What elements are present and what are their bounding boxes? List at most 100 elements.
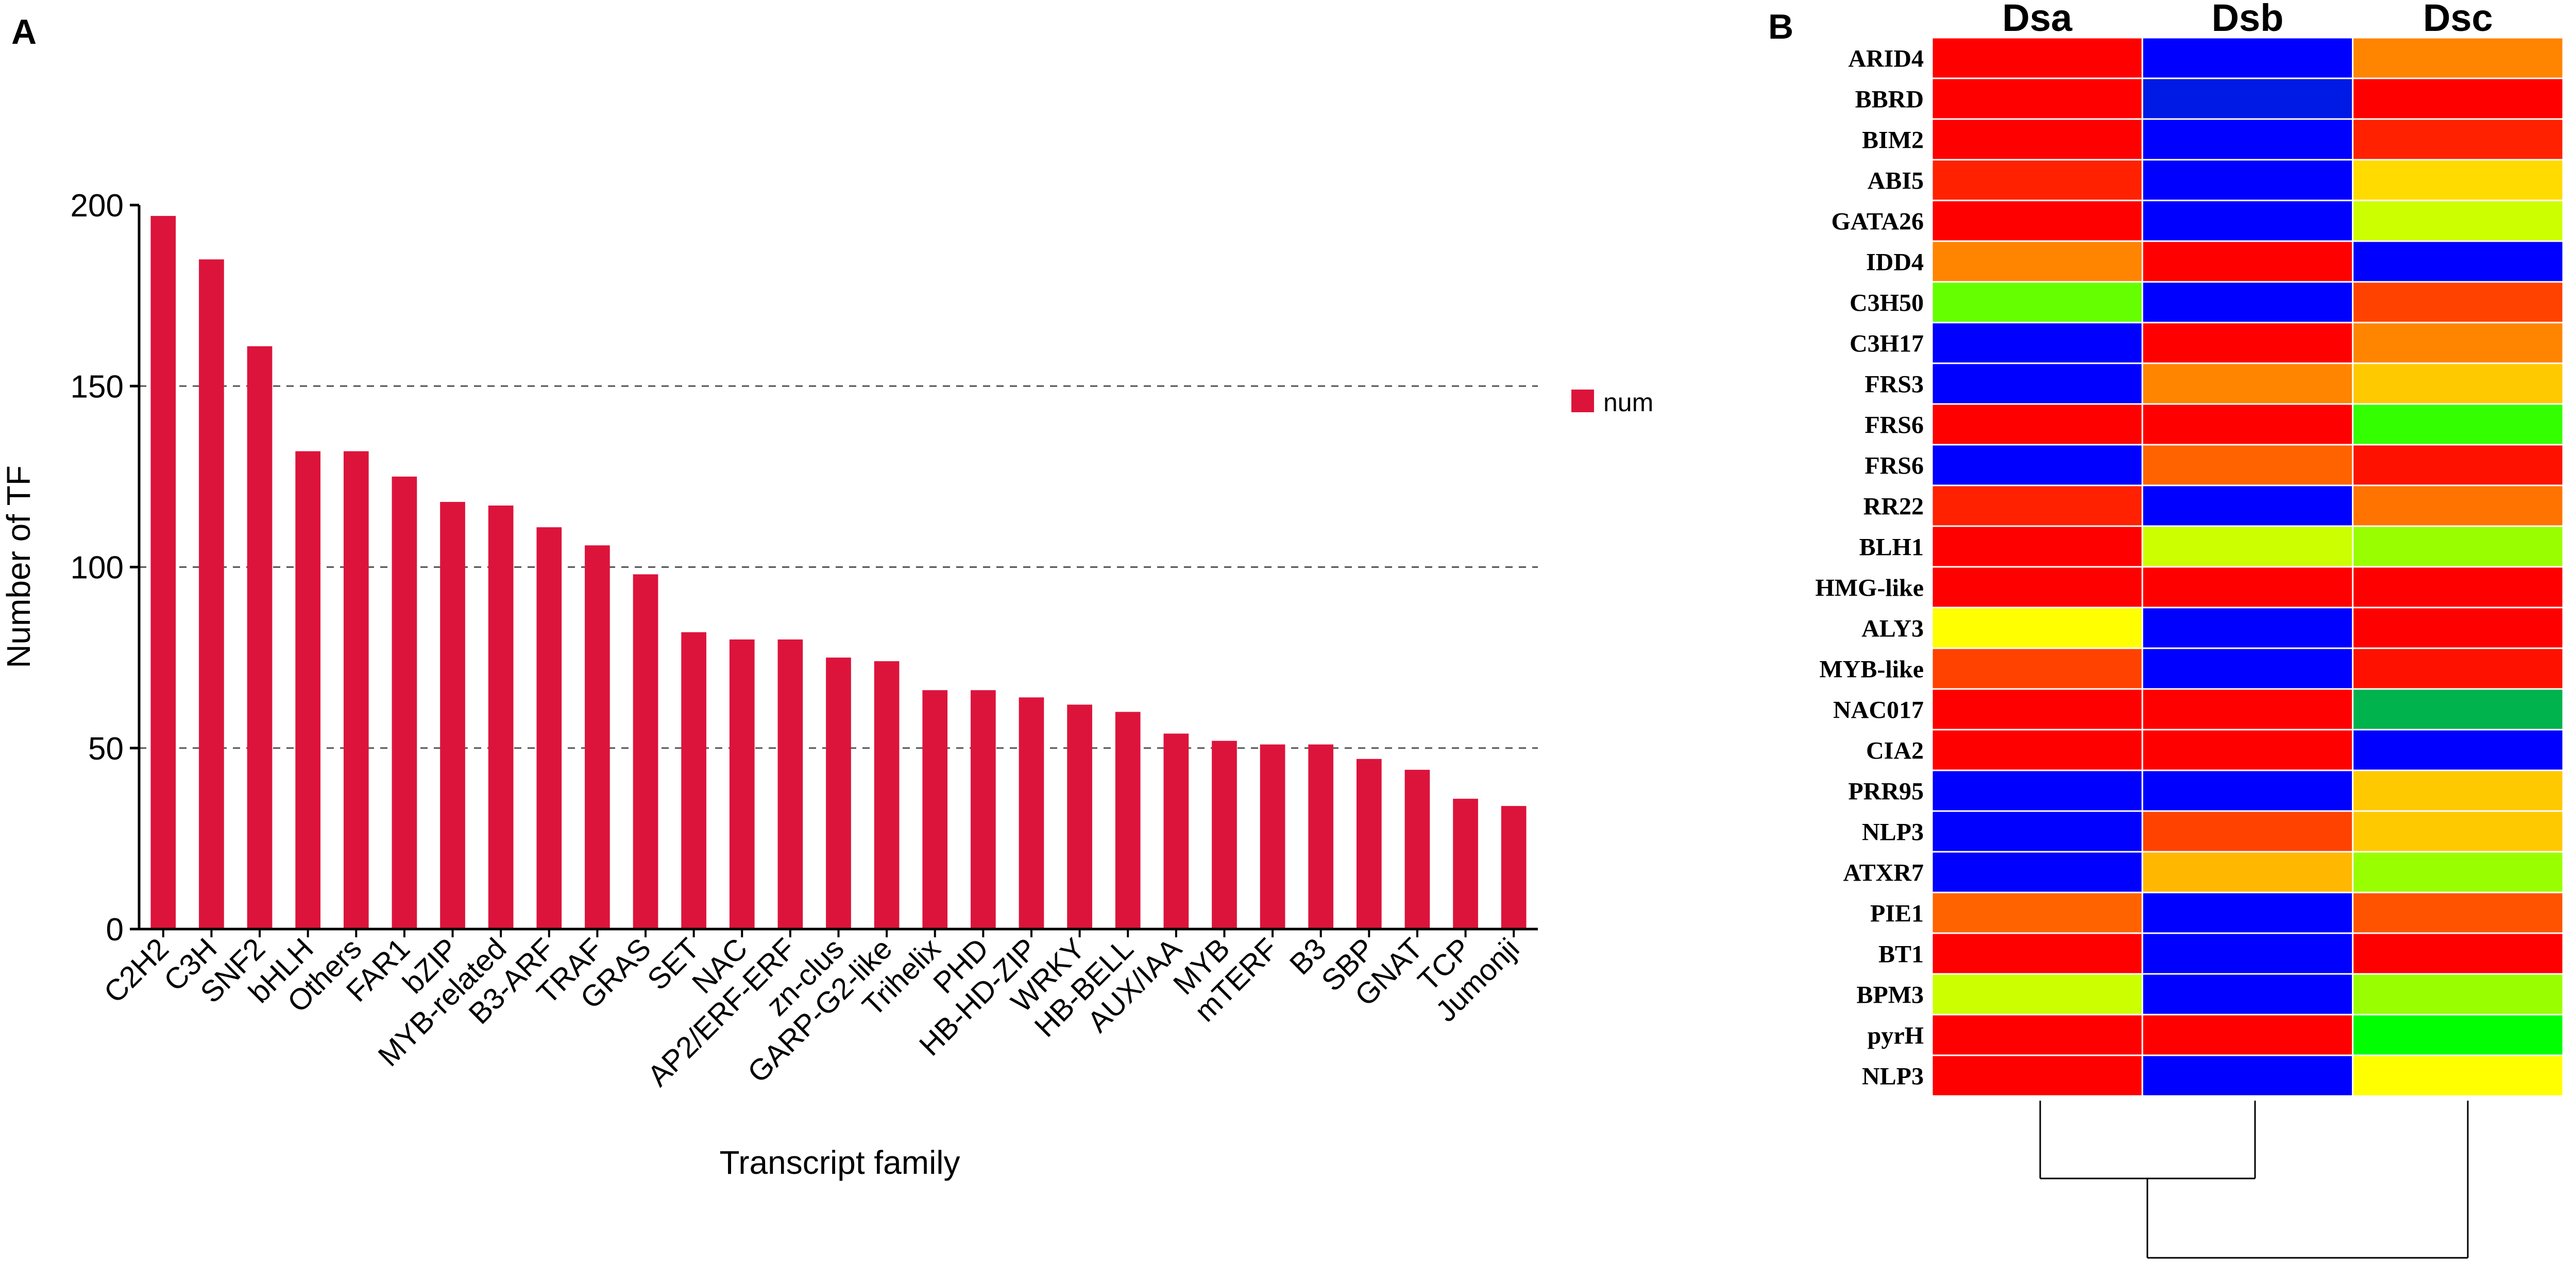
heatmap-cell <box>1931 199 2143 242</box>
heatmap-cell <box>2141 362 2354 405</box>
heatmap-cell <box>1931 688 2143 731</box>
heatmap-cell <box>2141 647 2354 690</box>
heatmap-cell <box>2352 891 2564 934</box>
heatmap-cell <box>1931 403 2143 446</box>
bar <box>777 639 803 929</box>
heatmap-cell <box>2141 118 2354 161</box>
x-ticks: C2H2C3HSNF2bHLHOthersFAR1bZIPMYB-related… <box>97 929 1526 1093</box>
heatmap-cell <box>2141 769 2354 812</box>
heatmap-cell <box>1931 810 2143 853</box>
bar <box>681 632 706 929</box>
heatmap-cell <box>2141 729 2354 771</box>
dendrogram-branch-root <box>2146 1101 2469 1259</box>
bar <box>1019 697 1044 929</box>
heatmap-row-label: PRR95 <box>1848 778 1924 805</box>
heatmap-column-label: Dsa <box>2002 0 2073 39</box>
heatmap: Dsa Dsb Dsc ARID4 BBRD BIM2 ABI5 GATA26 IDD4 C3H… <box>1815 0 2564 1259</box>
bar <box>392 476 417 929</box>
heatmap-cell <box>1931 891 2143 934</box>
heatmap-row-label: BBRD <box>1855 86 1924 113</box>
heatmap-cell <box>2141 525 2354 568</box>
y-tick-label: 100 <box>71 550 124 586</box>
bar-chart: 0 50 100 150 200 C2H2C3HSNF2bHLHOthersFAR1bZ… <box>0 188 1653 1181</box>
heatmap-cell <box>2352 810 2564 853</box>
heatmap-cell <box>2352 688 2564 731</box>
bar <box>1356 759 1382 929</box>
heatmap-row-label: FRS3 <box>1865 371 1924 398</box>
heatmap-cell <box>2352 159 2564 201</box>
bar <box>1453 799 1478 929</box>
heatmap-row-label: FRS6 <box>1865 452 1924 480</box>
bar <box>295 451 321 929</box>
heatmap-cell <box>1931 1054 2143 1097</box>
heatmap-row-label: C3H17 <box>1850 330 1924 358</box>
heatmap-cell <box>1931 769 2143 812</box>
heatmap-cell <box>2352 647 2564 690</box>
panel-a-label: A <box>11 12 37 52</box>
heatmap-cell <box>2141 484 2354 527</box>
heatmap-cell <box>2352 851 2564 894</box>
heatmap-cell <box>2141 199 2354 242</box>
y-axis-label: Number of TF <box>0 465 37 668</box>
y-tick-label: 200 <box>71 188 124 224</box>
heatmap-cell <box>2352 240 2564 283</box>
heatmap-cell <box>2352 1014 2564 1056</box>
heatmap-cell <box>2141 1014 2354 1056</box>
bar <box>1404 769 1430 929</box>
heatmap-cell <box>1931 37 2143 79</box>
heatmap-cell <box>2141 566 2354 609</box>
heatmap-cell <box>1931 973 2143 1016</box>
heatmap-row-label: BT1 <box>1878 941 1924 968</box>
heatmap-row-label: ABI5 <box>1868 167 1924 195</box>
bar <box>633 574 658 929</box>
heatmap-cell <box>2141 37 2354 79</box>
heatmap-cell <box>2352 484 2564 527</box>
heatmap-row-label: NLP3 <box>1862 819 1924 846</box>
heatmap-cell <box>2352 444 2564 486</box>
heatmap-row-label: ALY3 <box>1861 615 1924 643</box>
heatmap-cell <box>2141 322 2354 364</box>
heatmap-cell <box>2352 362 2564 405</box>
panel-b-label: B <box>1768 7 1793 46</box>
heatmap-row-label: GATA26 <box>1831 208 1924 235</box>
bar <box>1067 704 1092 929</box>
heatmap-cell <box>1931 1014 2143 1056</box>
heatmap-row-label: C3H50 <box>1850 290 1924 317</box>
heatmap-row-label: NLP3 <box>1862 1063 1924 1090</box>
heatmap-cell <box>1931 525 2143 568</box>
bar <box>1163 733 1189 929</box>
heatmap-cell <box>1931 851 2143 894</box>
bar <box>1308 744 1334 929</box>
bar <box>199 259 224 929</box>
heatmap-cell <box>1931 566 2143 609</box>
y-tick-label: 50 <box>88 731 124 767</box>
heatmap-cell <box>2352 729 2564 771</box>
y-tick-label: 150 <box>71 369 124 405</box>
bar <box>150 216 176 930</box>
heatmap-cell <box>1931 77 2143 120</box>
heatmap-cell <box>2352 322 2564 364</box>
heatmap-row-label: HMG-like <box>1815 575 1924 602</box>
heatmap-cell <box>1931 932 2143 975</box>
y-tick-label: 0 <box>106 912 124 948</box>
legend: num <box>1571 388 1653 417</box>
heatmap-row-label: PIE1 <box>1870 900 1924 928</box>
bar <box>1115 712 1141 929</box>
legend-swatch <box>1571 390 1594 412</box>
heatmap-row-label: IDD4 <box>1866 249 1924 276</box>
heatmap-cell <box>1931 159 2143 201</box>
heatmap-cell <box>1931 362 2143 405</box>
heatmap-row-label: MYB-like <box>1819 656 1924 683</box>
bar <box>971 690 996 929</box>
heatmap-cell <box>2141 973 2354 1016</box>
bar <box>488 505 514 929</box>
bar <box>585 545 610 929</box>
heatmap-cell <box>2141 240 2354 283</box>
column-dendrogram <box>2039 1101 2469 1259</box>
heatmap-cell <box>2352 118 2564 161</box>
heatmap-cell <box>2352 77 2564 120</box>
heatmap-cell <box>2141 932 2354 975</box>
heatmap-cell <box>1931 729 2143 771</box>
heatmap-row-label: ARID4 <box>1848 45 1924 73</box>
heatmap-cell <box>1931 647 2143 690</box>
